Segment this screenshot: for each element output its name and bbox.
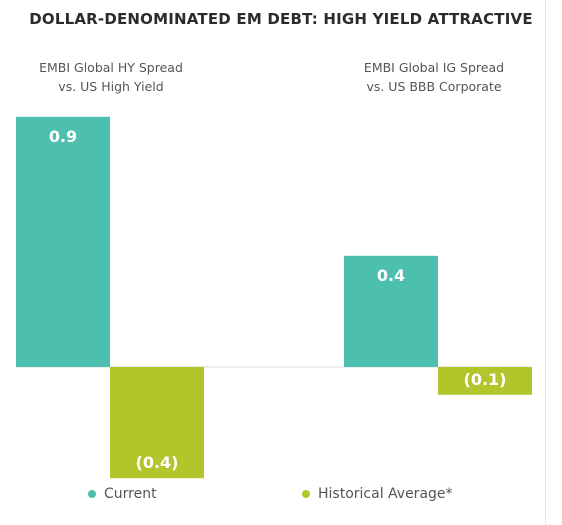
legend-item-historical-average: Historical Average* xyxy=(302,486,453,502)
data-label-historical-average-ig: (0.1) xyxy=(464,370,507,389)
legend-item-current: Current xyxy=(88,486,157,502)
category-label-ig: EMBI Global IG Spread vs. US BBB Corpora… xyxy=(363,60,505,94)
bar-current-hy xyxy=(16,116,110,367)
bar-historical-average-hy xyxy=(110,367,204,479)
legend-label-current: Current xyxy=(104,486,157,502)
data-label-current-hy: 0.9 xyxy=(49,127,77,146)
legend-label-historical-average: Historical Average* xyxy=(318,486,453,502)
legend-swatch-historical-average xyxy=(302,490,310,498)
data-label-current-ig: 0.4 xyxy=(377,266,405,285)
bar-historical-average-ig xyxy=(438,367,532,395)
data-label-historical-average-hy: (0.4) xyxy=(136,453,179,472)
category-label-hy: EMBI Global HY Spread vs. US High Yield xyxy=(39,60,183,94)
chart-title: DOLLAR-DENOMINATED EM DEBT: HIGH YIELD A… xyxy=(29,10,533,28)
legend-swatch-current xyxy=(88,490,96,498)
right-divider xyxy=(545,0,546,525)
bar-current-ig xyxy=(344,255,438,367)
